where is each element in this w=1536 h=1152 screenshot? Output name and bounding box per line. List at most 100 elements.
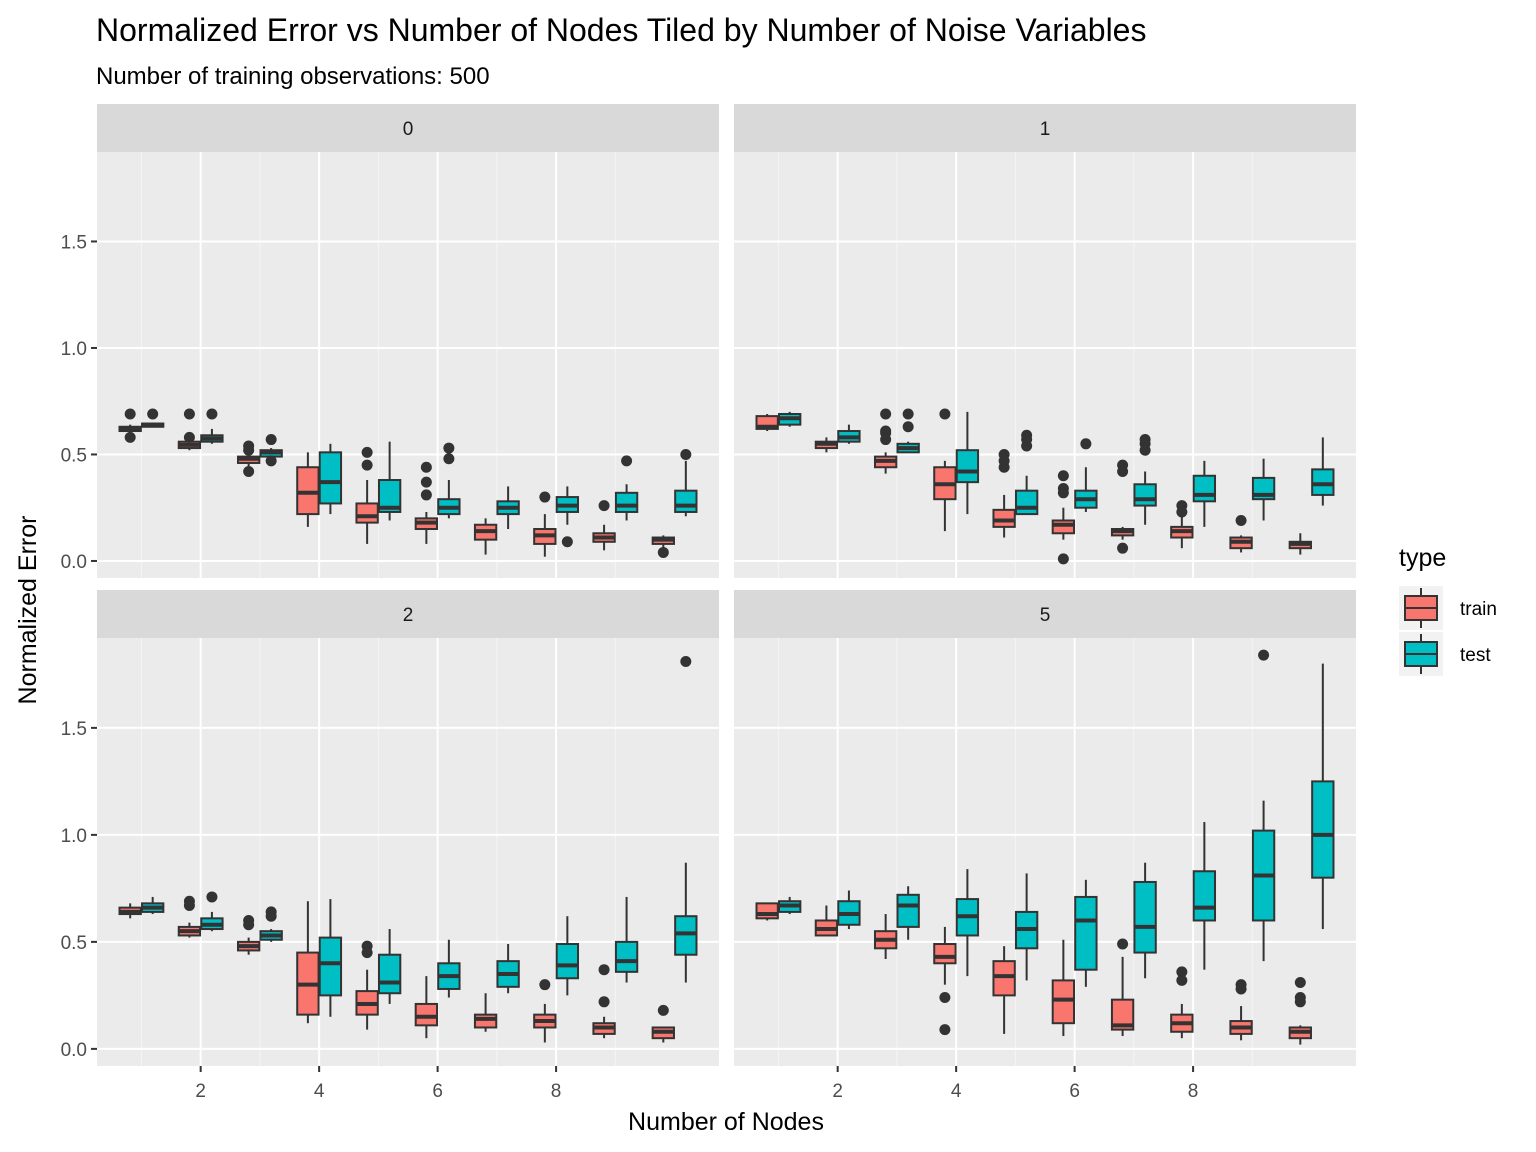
box-body <box>992 960 1016 997</box>
box-body <box>955 449 980 484</box>
box-test-nodes-5 <box>377 929 402 1004</box>
outlier-point <box>243 444 255 456</box>
x-tick-label: 8 <box>1188 1081 1199 1102</box>
outlier-point <box>443 442 455 454</box>
box-test-nodes-7 <box>496 944 520 994</box>
box-train-nodes-3 <box>873 914 898 959</box>
box-test-nodes-9 <box>1251 649 1276 962</box>
box-body <box>674 489 698 513</box>
box-train-nodes-5 <box>992 946 1016 1034</box>
box-test-nodes-6 <box>1074 879 1098 987</box>
legend-entry-test: test <box>1399 632 1491 676</box>
box-body <box>1311 468 1335 496</box>
box-train-nodes-9 <box>1229 514 1253 553</box>
box-test-nodes-7 <box>496 486 520 530</box>
box-test-nodes-5 <box>1014 873 1039 981</box>
outlier-point <box>998 461 1010 473</box>
box-train-nodes-9 <box>592 500 616 551</box>
outlier-point <box>1117 542 1129 554</box>
box-train-nodes-5 <box>992 448 1016 538</box>
box-test-nodes-1 <box>778 896 802 915</box>
outlier-point <box>680 448 692 460</box>
outlier-point <box>657 546 669 558</box>
box-test-nodes-1 <box>778 411 802 427</box>
outlier-point <box>539 979 551 991</box>
outlier-point <box>1258 649 1270 661</box>
box-body <box>1133 880 1157 954</box>
box-body <box>377 953 402 995</box>
outlier-point <box>939 1024 951 1036</box>
outlier-point <box>880 434 892 446</box>
box-train-nodes-2 <box>177 895 202 938</box>
box-test-nodes-5 <box>377 441 402 521</box>
box-body <box>992 508 1016 528</box>
outlier-point <box>680 656 692 668</box>
box-test-nodes-6 <box>437 939 461 998</box>
box-test-nodes-4 <box>318 899 343 1017</box>
facet-strip-label: 5 <box>1040 605 1051 626</box>
box-body <box>1014 489 1039 516</box>
box-test-nodes-4 <box>955 869 980 977</box>
outlier-point <box>420 461 432 473</box>
box-train-nodes-8 <box>533 979 557 1043</box>
box-train-nodes-6 <box>414 461 439 544</box>
outlier-point <box>1235 514 1247 526</box>
box-train-nodes-4 <box>296 452 320 527</box>
outlier-point <box>1080 438 1092 450</box>
box-train-nodes-10 <box>651 1004 675 1043</box>
outlier-point <box>939 992 951 1004</box>
box-test-nodes-6 <box>437 442 461 519</box>
facet-strip <box>97 590 719 638</box>
outlier-point <box>1057 487 1069 499</box>
box-test-nodes-8 <box>555 486 580 548</box>
box-body <box>614 491 639 513</box>
facet-panel-1: 1 <box>734 104 1356 578</box>
x-tick-label: 4 <box>951 1081 962 1102</box>
outlier-point <box>902 408 914 420</box>
box-test-nodes-1 <box>141 896 165 915</box>
outlier-point <box>1117 466 1129 477</box>
box-test-nodes-10 <box>674 656 698 983</box>
box-test-nodes-6 <box>1074 438 1098 512</box>
y-tick-label: 1.5 <box>61 719 87 740</box>
box-test-nodes-3 <box>896 886 920 940</box>
box-body <box>555 943 580 980</box>
box-body <box>318 451 343 505</box>
box-test-nodes-7 <box>1133 862 1157 979</box>
box-body <box>1074 895 1098 971</box>
outlier-point <box>1294 996 1306 1008</box>
outlier-point <box>124 431 136 443</box>
outlier-point <box>265 455 277 467</box>
box-test-nodes-4 <box>955 411 980 515</box>
y-tick-label: 0.0 <box>61 552 87 573</box>
outlier-point <box>1176 966 1188 978</box>
facet-panels: 0 0.0 0.5 1.0 1.5 1 2 0.0 0.5 1.0 1.5 2 4 6 8 5 2 4 6 8 <box>61 104 1356 1102</box>
outlier-point <box>880 408 892 420</box>
outlier-point <box>243 466 255 477</box>
box-body <box>1110 998 1135 1031</box>
x-axis-title: Number of Nodes <box>628 1108 824 1136</box>
outlier-point <box>183 900 195 911</box>
outlier-point <box>420 476 432 488</box>
box-test-nodes-2 <box>837 890 861 930</box>
box-train-nodes-4 <box>296 901 320 1024</box>
box-train-nodes-7 <box>473 993 498 1032</box>
box-train-nodes-7 <box>1110 459 1135 554</box>
x-tick-label: 6 <box>1069 1081 1080 1102</box>
box-body <box>1051 979 1076 1025</box>
outlier-point <box>147 408 159 420</box>
outlier-point <box>598 964 610 976</box>
outlier-point <box>939 408 951 420</box>
x-tick-label: 4 <box>314 1081 325 1102</box>
box-train-nodes-9 <box>592 964 616 1039</box>
box-body <box>296 466 320 516</box>
box-train-nodes-10 <box>1288 977 1312 1045</box>
box-train-nodes-7 <box>473 518 498 555</box>
legend-label: test <box>1460 645 1491 666</box>
box-train-nodes-6 <box>414 976 439 1039</box>
chart-subtitle: Number of training observations: 500 <box>96 63 490 90</box>
box-train-nodes-3 <box>236 440 261 477</box>
box-test-nodes-10 <box>1311 437 1335 506</box>
outlier-point <box>598 996 610 1008</box>
